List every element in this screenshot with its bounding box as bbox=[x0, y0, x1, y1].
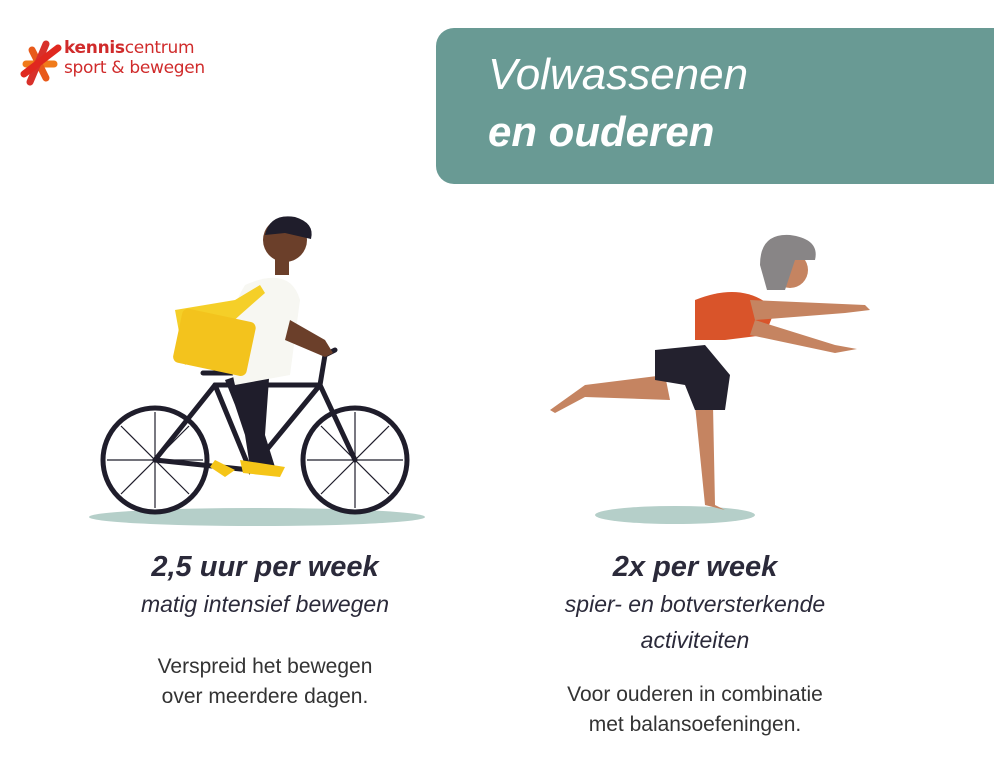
balancing-woman-illustration bbox=[550, 234, 870, 524]
right-subheading-line: spier- en botversterkende bbox=[564, 591, 826, 617]
left-heading: 2,5 uur per week bbox=[151, 551, 379, 583]
title-banner: Volwassenen en ouderen bbox=[436, 28, 994, 184]
logo: kenniscentrum sport & bewegen bbox=[18, 38, 218, 90]
right-subheading-line: activiteiten bbox=[640, 627, 750, 653]
title-line-1: Volwassenen bbox=[488, 50, 749, 99]
left-column: 2,5 uur per week matig intensief bewegen… bbox=[50, 548, 480, 712]
left-body-line: over meerdere dagen. bbox=[161, 685, 369, 708]
right-subheading: spier- en botversterkende activiteiten bbox=[480, 586, 910, 658]
right-body-line: met balansoefeningen. bbox=[588, 713, 802, 736]
right-body-line: Voor ouderen in combinatie bbox=[567, 683, 823, 706]
right-heading: 2x per week bbox=[612, 551, 778, 583]
logo-star-icon bbox=[20, 40, 62, 86]
cyclist-illustration bbox=[89, 216, 425, 526]
right-column: 2x per week spier- en botversterkende ac… bbox=[480, 548, 910, 740]
left-body-line: Verspreid het bewegen bbox=[157, 655, 373, 678]
left-subheading: matig intensief bewegen bbox=[140, 591, 390, 617]
right-body: Voor ouderen in combinatie met balansoef… bbox=[480, 680, 910, 740]
title-line-2: en ouderen bbox=[488, 108, 715, 155]
left-body: Verspreid het bewegen over meerdere dage… bbox=[50, 652, 480, 712]
logo-wordmark: kenniscentrum sport & bewegen bbox=[64, 38, 205, 78]
